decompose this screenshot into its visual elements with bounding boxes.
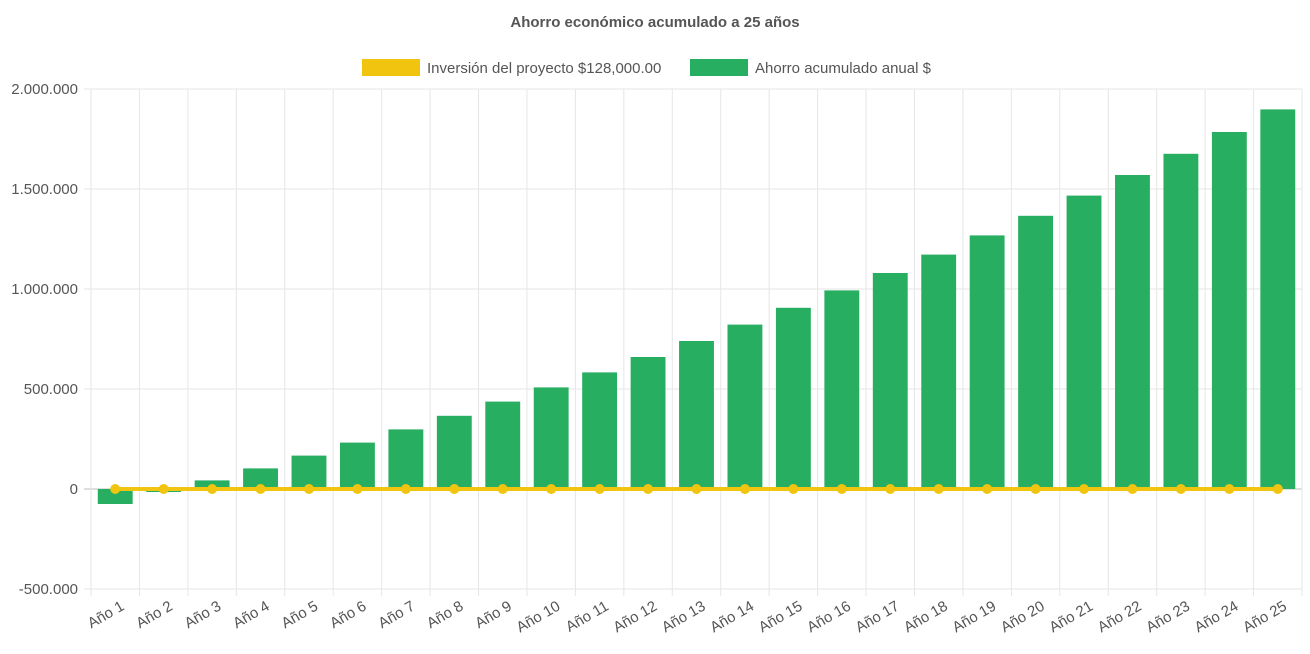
grid	[84, 88, 1303, 596]
bar-savings[interactable]	[582, 372, 618, 489]
point-investment[interactable]	[885, 484, 896, 494]
bar-savings[interactable]	[1260, 109, 1296, 490]
x-tick-label: Año 9	[472, 598, 514, 632]
point-investment[interactable]	[1224, 484, 1235, 494]
y-tick-label: -500.000	[19, 581, 78, 598]
point-investment[interactable]	[982, 484, 993, 494]
bar-savings[interactable]	[872, 273, 908, 489]
x-tick-label: Año 21	[1046, 598, 1096, 636]
x-tick-label: Año 25	[1240, 598, 1290, 636]
x-tick-label: Año 2	[133, 598, 175, 632]
bar-savings[interactable]	[1066, 195, 1102, 489]
x-tick-label: Año 10	[514, 598, 564, 636]
bar-savings[interactable]	[775, 307, 811, 489]
x-tick-label: Año 14	[707, 598, 757, 636]
line-series-investment	[110, 484, 1283, 494]
x-tick-label: Año 24	[1192, 598, 1242, 636]
y-tick-label: 1.000.000	[11, 281, 78, 298]
point-investment[interactable]	[691, 484, 702, 494]
bar-savings[interactable]	[1163, 153, 1199, 490]
point-investment[interactable]	[836, 484, 847, 494]
point-investment[interactable]	[400, 484, 411, 494]
point-investment[interactable]	[207, 484, 218, 494]
x-tick-label: Año 12	[610, 598, 660, 636]
point-investment[interactable]	[1127, 484, 1138, 494]
bar-savings[interactable]	[388, 429, 424, 489]
x-tick-label: Año 13	[659, 598, 709, 636]
bar-savings[interactable]	[1211, 132, 1247, 489]
point-investment[interactable]	[546, 484, 557, 494]
x-tick-label: Año 15	[756, 598, 806, 636]
bar-savings[interactable]	[630, 357, 666, 489]
y-axis: 2.000.000 1.500.000 1.000.000 500.000 0 -500.…	[11, 81, 78, 598]
x-tick-label: Año 6	[327, 598, 369, 632]
x-tick-label: Año 18	[901, 598, 951, 636]
x-tick-label: Año 11	[563, 598, 612, 636]
bar-savings[interactable]	[1115, 175, 1150, 489]
bar-savings[interactable]	[436, 415, 472, 489]
x-tick-label: Año 16	[804, 598, 854, 636]
y-tick-label: 0	[70, 481, 78, 498]
point-investment[interactable]	[110, 484, 121, 494]
x-tick-label: Año 8	[424, 598, 466, 632]
point-investment[interactable]	[739, 484, 750, 494]
bar-savings[interactable]	[824, 290, 860, 489]
chart-title: Ahorro económico acumulado a 25 años	[510, 14, 799, 31]
bar-savings[interactable]	[1018, 215, 1054, 490]
point-investment[interactable]	[158, 484, 169, 494]
point-investment[interactable]	[1079, 484, 1090, 494]
point-investment[interactable]	[1175, 484, 1186, 494]
bar-savings[interactable]	[291, 455, 327, 489]
bar-savings[interactable]	[485, 401, 521, 489]
bar-savings[interactable]	[339, 442, 375, 489]
x-tick-label: Año 20	[998, 598, 1048, 636]
bar-savings[interactable]	[679, 341, 714, 489]
y-tick-label: 500.000	[24, 381, 78, 398]
bar-savings[interactable]	[533, 387, 569, 489]
legend-swatch-investment[interactable]	[362, 59, 420, 76]
legend-swatch-savings[interactable]	[690, 59, 748, 76]
bar-savings[interactable]	[243, 468, 278, 489]
point-investment[interactable]	[594, 484, 605, 494]
x-tick-label: Año 19	[949, 598, 999, 636]
x-axis: Año 1 Año 2 Año 3 Año 4 Año 5 Año 6 Año 7 Año 8…	[85, 598, 1290, 636]
x-tick-label: Año 17	[853, 598, 903, 636]
point-investment[interactable]	[449, 484, 460, 494]
bars-series-savings	[97, 109, 1296, 504]
point-investment[interactable]	[933, 484, 944, 494]
point-investment[interactable]	[303, 484, 314, 494]
y-tick-label: 2.000.000	[11, 81, 78, 98]
legend-label-investment[interactable]: Inversión del proyecto $128,000.00	[427, 60, 661, 77]
x-tick-label: Año 3	[182, 598, 224, 632]
y-tick-label: 1.500.000	[11, 181, 78, 198]
point-investment[interactable]	[788, 484, 799, 494]
x-tick-label: Año 4	[230, 598, 272, 632]
point-investment[interactable]	[352, 484, 363, 494]
x-tick-label: Año 5	[279, 598, 321, 632]
point-investment[interactable]	[643, 484, 654, 494]
legend[interactable]: Inversión del proyecto $128,000.00 Ahorr…	[362, 59, 932, 77]
x-tick-label: Año 22	[1095, 598, 1145, 636]
bar-savings[interactable]	[921, 254, 957, 489]
bar-savings[interactable]	[969, 235, 1005, 489]
x-tick-label: Año 1	[85, 598, 127, 632]
bar-savings[interactable]	[97, 489, 133, 504]
bar-savings[interactable]	[727, 324, 763, 489]
point-investment[interactable]	[1030, 484, 1041, 494]
legend-label-savings[interactable]: Ahorro acumulado anual $	[755, 60, 932, 77]
x-tick-label: Año 23	[1143, 598, 1193, 636]
point-investment[interactable]	[1272, 484, 1283, 494]
point-investment[interactable]	[497, 484, 508, 494]
point-investment[interactable]	[255, 484, 266, 494]
x-tick-label: Año 7	[375, 598, 417, 632]
